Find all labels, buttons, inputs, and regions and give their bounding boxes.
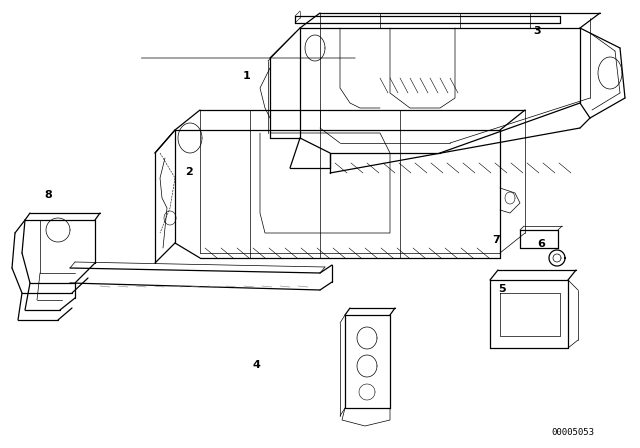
Text: 7: 7	[492, 235, 500, 245]
Text: 00005053: 00005053	[551, 428, 595, 437]
Text: 6: 6	[537, 239, 545, 249]
Text: 4: 4	[252, 360, 260, 370]
Text: 2: 2	[185, 168, 193, 177]
Text: 1: 1	[243, 71, 250, 81]
Text: 5: 5	[499, 284, 506, 294]
Text: 8: 8	[44, 190, 52, 200]
Text: 3: 3	[534, 26, 541, 36]
